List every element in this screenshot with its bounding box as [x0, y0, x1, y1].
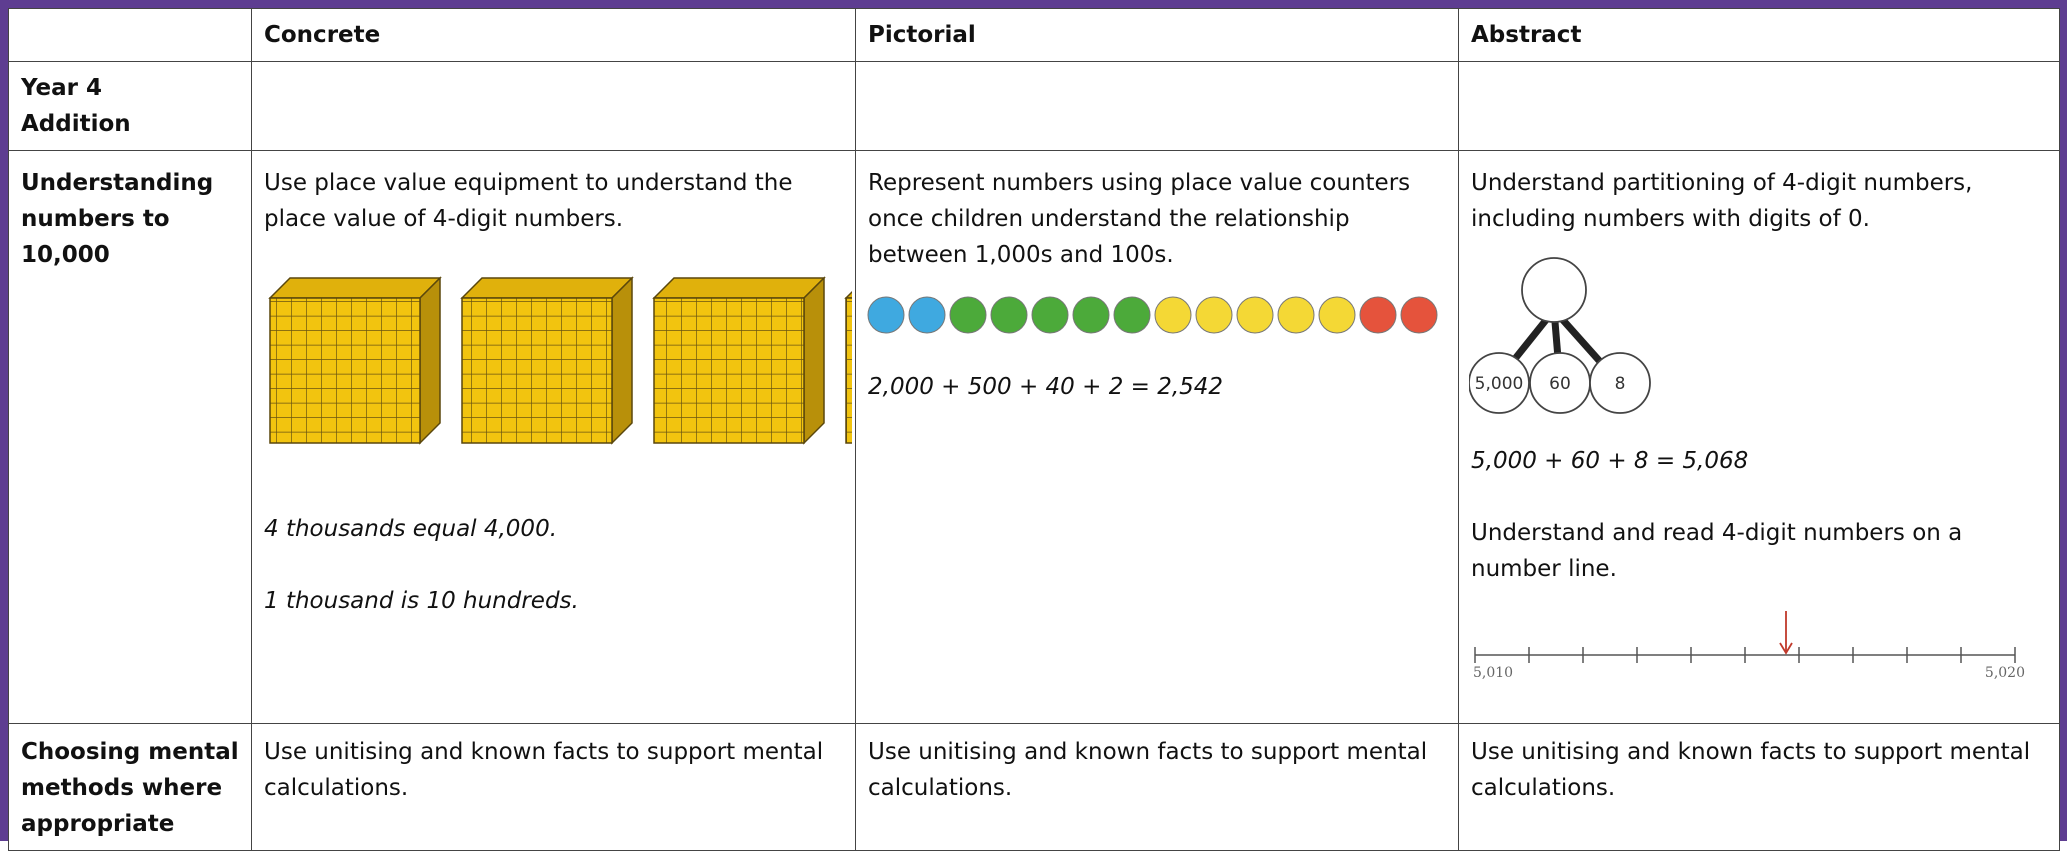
cell-text: Understand partitioning of 4-digit numbe…: [1471, 170, 1973, 232]
header-cell: [8, 8, 252, 62]
counter: [1359, 296, 1397, 334]
pictorial-cell: Represent numbers using place value coun…: [855, 150, 1459, 724]
counter: [1236, 296, 1274, 334]
header-cell: Pictorial: [855, 8, 1459, 62]
operation: Addition: [21, 111, 131, 137]
row-label: Choosing mental methods where appropriat…: [8, 723, 252, 851]
cell: [1458, 61, 2060, 151]
concrete-cell: Use place value equipment to understand …: [251, 150, 856, 724]
year: Year 4: [21, 75, 103, 101]
equation: 5,000 + 60 + 8 = 5,068: [1471, 448, 1749, 474]
row-label: Year 4 Addition: [8, 61, 252, 151]
concrete-cell: Use unitising and known facts to support…: [251, 723, 856, 851]
cell-text: Use place value equipment to understand …: [264, 170, 793, 232]
note: 4 thousands equal 4,000.: [264, 516, 558, 542]
equation: 2,000 + 500 + 40 + 2 = 2,542: [868, 374, 1224, 400]
row-label: Understanding numbers to 10,000: [8, 150, 252, 724]
part-label: 8: [1615, 374, 1626, 394]
year-row: Year 4 Addition: [8, 61, 2060, 151]
number-line: 5,010 5,020: [1473, 611, 2025, 681]
counter: [1072, 296, 1110, 334]
cell-text: Represent numbers using place value coun…: [868, 170, 1411, 268]
counter: [1318, 296, 1356, 334]
number-line-label: 5,010: [1473, 665, 1513, 681]
counter: [908, 296, 946, 334]
pictorial-cell: Use unitising and known facts to support…: [855, 723, 1459, 851]
abstract-cell: Use unitising and known facts to support…: [1458, 723, 2060, 851]
counter: [990, 296, 1028, 334]
counter: [949, 296, 987, 334]
cell-text: Understand and read 4-digit numbers on a…: [1471, 520, 1963, 582]
header-cell: Concrete: [251, 8, 856, 62]
cube: [268, 276, 442, 445]
row: Choosing mental methods where appropriat…: [8, 723, 2060, 851]
place-value-counters: [867, 296, 1438, 334]
cube: [652, 276, 826, 445]
counter: [1031, 296, 1069, 334]
cube: [460, 276, 634, 445]
header-row: Concrete Pictorial Abstract: [8, 8, 2060, 62]
cell: [855, 61, 1459, 151]
header-cell: Abstract: [1458, 8, 2060, 62]
part-label: 60: [1549, 374, 1571, 394]
number-line-label: 5,020: [1985, 665, 2025, 681]
cell: [251, 61, 856, 151]
part-label: 5,000: [1475, 374, 1524, 394]
abstract-cell: Understand partitioning of 4-digit numbe…: [1458, 150, 2060, 724]
counter: [1154, 296, 1192, 334]
counter: [1195, 296, 1233, 334]
counter: [1113, 296, 1151, 334]
counter: [1277, 296, 1315, 334]
row: Understanding numbers to 10,000 Use plac…: [8, 150, 2060, 724]
cube: [844, 290, 852, 444]
part-whole-diagram: 5,000 60 8: [1469, 257, 1651, 414]
base-ten-cubes: [268, 276, 852, 445]
progression-table: Concrete Pictorial Abstract Year 4 Addit…: [8, 8, 2060, 851]
counter: [1400, 296, 1438, 334]
note: 1 thousand is 10 hundreds.: [264, 588, 579, 614]
counter: [867, 296, 905, 334]
